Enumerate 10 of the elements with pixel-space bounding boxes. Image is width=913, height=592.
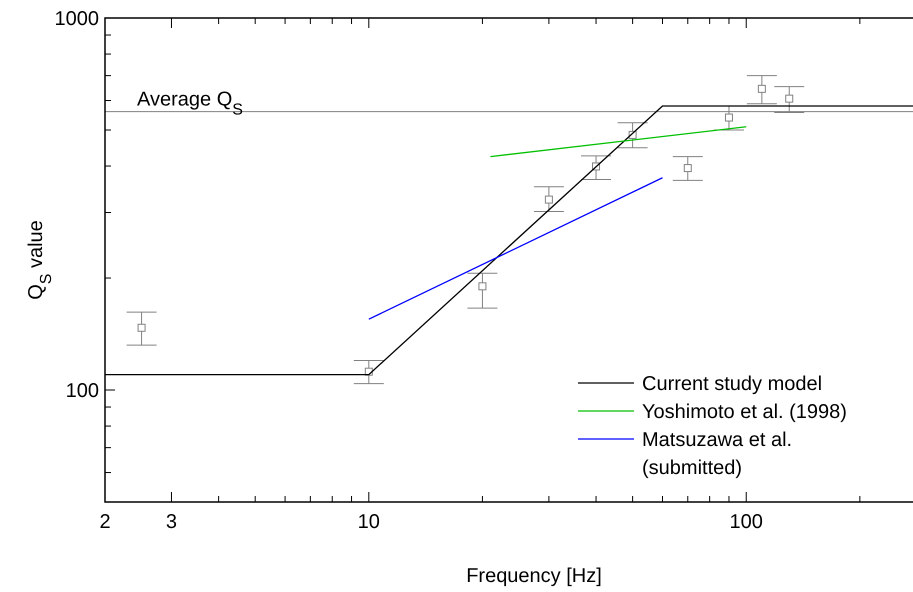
x-axis-title: Frequency [Hz] xyxy=(466,565,602,587)
legend-label: Matsuzawa et al. (submitted) xyxy=(642,429,792,479)
legend-label: Yoshimoto et al. (1998) xyxy=(642,401,847,423)
x-tick-label: 3 xyxy=(166,511,178,533)
ref-line-label: Average Q$_{S}$ xyxy=(137,88,243,118)
x-tick-label: 2 xyxy=(99,511,111,533)
legend-label: Current study model xyxy=(642,373,822,395)
y-tick-label: 1000 xyxy=(54,8,99,30)
x-tick-label: 100 xyxy=(730,511,763,533)
x-tick-label: 10 xyxy=(358,511,380,533)
